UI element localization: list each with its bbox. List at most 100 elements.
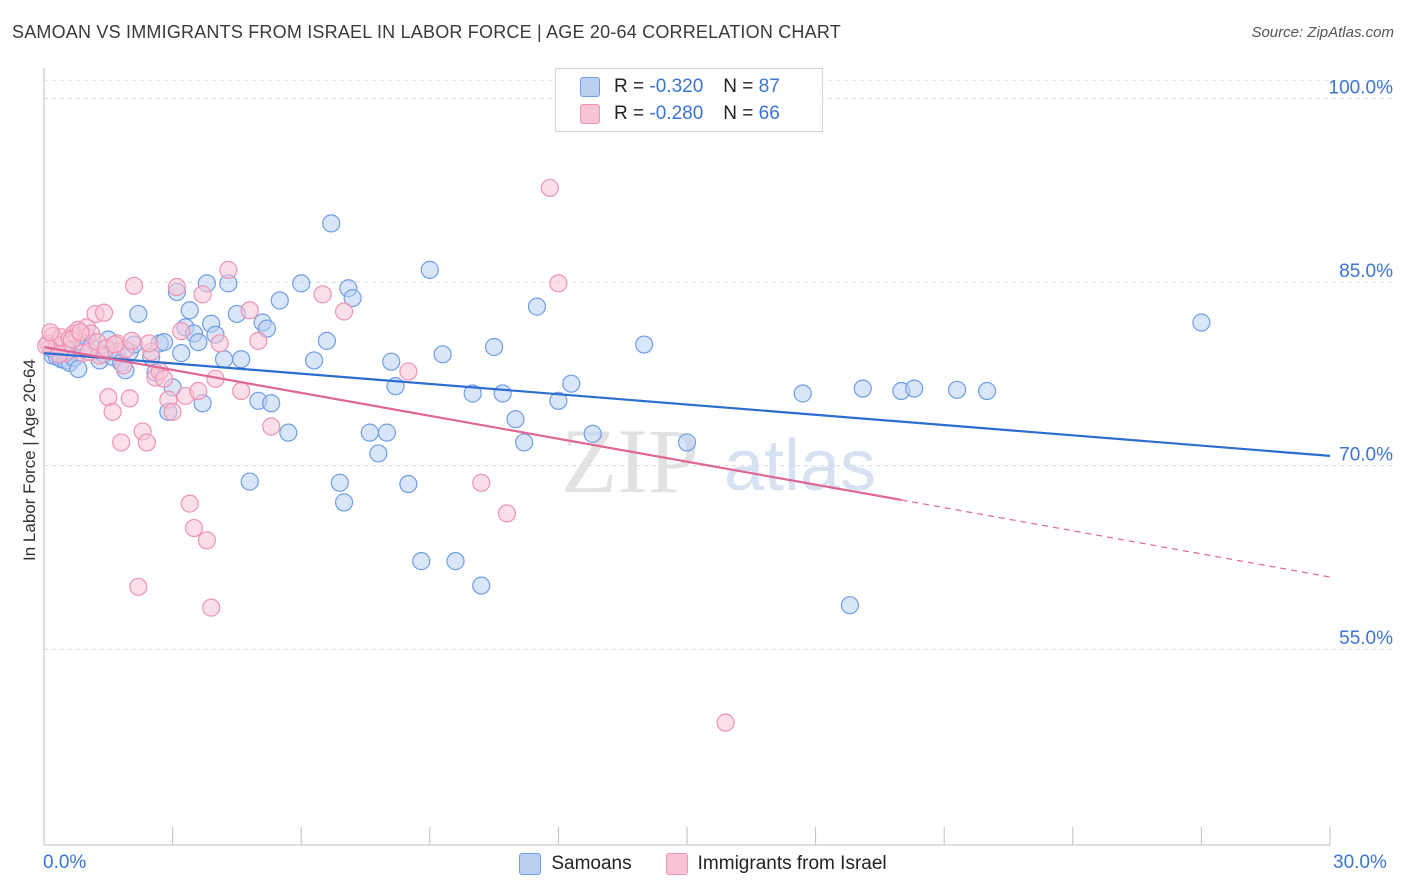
samoans-trend-line	[43, 352, 1331, 457]
samoans-legend-swatch	[519, 853, 542, 875]
israel-swatch	[580, 104, 600, 124]
israel-point	[249, 331, 268, 350]
samoans-point	[527, 297, 547, 316]
samoans-point	[977, 381, 997, 401]
series-legend: Samoans Immigrants from Israel	[0, 852, 1406, 876]
israel-point	[202, 598, 221, 617]
x-tick-label-left: 0.0%	[43, 852, 87, 873]
samoans-point	[262, 394, 281, 413]
y-tick-label: 55.0%	[1339, 628, 1393, 649]
israel-point	[163, 402, 182, 421]
israel-point	[313, 285, 332, 304]
samoans-point	[840, 596, 859, 615]
israel-trend-line	[43, 345, 902, 502]
samoans-point	[322, 214, 341, 233]
israel-point	[172, 321, 191, 341]
y-tick-label: 70.0%	[1339, 445, 1393, 466]
israel-point	[167, 277, 186, 297]
samoans-point	[69, 359, 88, 379]
r-value: -0.320	[649, 76, 704, 97]
chart-source: Source: ZipAtlas.com	[1251, 24, 1394, 41]
stats-legend-row-israel: R = -0.280 N = 66	[580, 102, 780, 126]
israel-point	[219, 260, 238, 279]
samoans-point	[343, 288, 362, 308]
israel-point	[540, 178, 559, 198]
samoans-point	[232, 350, 251, 369]
y-tick-label: 85.0%	[1339, 261, 1393, 282]
israel-point	[210, 334, 229, 353]
r-label: R =	[614, 103, 645, 124]
n-label: N =	[723, 103, 754, 124]
samoans-point	[562, 374, 581, 393]
israel-point	[41, 323, 60, 342]
samoans-point	[433, 345, 452, 364]
israel-legend-swatch	[665, 853, 688, 875]
n-value: 87	[758, 76, 780, 97]
samoans-point	[180, 301, 199, 320]
samoans-point	[292, 274, 311, 293]
legend-label-samoans: Samoans	[551, 853, 632, 874]
samoans-point	[472, 576, 491, 595]
israel-point	[334, 302, 354, 321]
israel-point	[124, 276, 144, 295]
samoans-point	[905, 379, 924, 398]
israel-point	[262, 417, 281, 436]
samoans-point	[214, 350, 234, 369]
israel-point	[105, 335, 124, 354]
israel-trend-extension	[901, 499, 1331, 578]
samoans-point	[515, 433, 534, 452]
n-label: N =	[723, 76, 754, 97]
samoans-point	[189, 332, 208, 352]
samoans-point	[304, 351, 324, 370]
israel-point	[112, 433, 131, 452]
samoans-point	[506, 410, 525, 429]
israel-point	[232, 381, 251, 401]
legend-item-israel: Immigrants from Israel	[665, 852, 887, 876]
samoans-point	[399, 474, 418, 494]
israel-point	[197, 531, 216, 550]
y-tick-label: 100.0%	[1329, 78, 1394, 99]
samoans-point	[279, 423, 298, 442]
samoans-point	[129, 304, 148, 324]
israel-point	[399, 362, 418, 381]
samoans-point	[377, 423, 397, 442]
israel-point	[497, 504, 517, 523]
israel-point	[139, 334, 159, 353]
samoans-swatch	[580, 77, 600, 97]
israel-point	[122, 331, 141, 350]
samoans-point	[420, 260, 439, 279]
samoans-point	[330, 473, 349, 492]
samoans-point	[382, 352, 401, 371]
samoans-point	[853, 379, 872, 398]
israel-point	[716, 713, 735, 732]
x-tick-label-right: 30.0%	[1333, 852, 1387, 873]
israel-point	[184, 518, 204, 538]
chart-title: SAMOAN VS IMMIGRANTS FROM ISRAEL IN LABO…	[12, 22, 841, 42]
samoans-point	[583, 424, 602, 443]
samoans-point	[549, 391, 568, 410]
stats-legend: R = -0.320 N = 87 R = -0.280 N = 66	[555, 68, 823, 132]
samoans-point	[412, 552, 431, 571]
samoans-point	[947, 380, 967, 399]
samoans-point	[493, 384, 512, 403]
samoans-point	[635, 335, 654, 354]
samoans-point	[369, 444, 388, 463]
israel-point	[103, 402, 122, 421]
israel-point	[472, 473, 491, 492]
samoans-point	[240, 472, 259, 491]
samoans-point	[270, 291, 289, 310]
samoans-point	[334, 493, 354, 512]
israel-point	[154, 369, 174, 388]
watermark-atlas: atlas	[724, 426, 876, 506]
n-value: 66	[758, 103, 780, 124]
watermark-zip: ZIP	[561, 410, 699, 512]
samoans-point	[1192, 313, 1211, 332]
samoans-point	[446, 552, 465, 571]
stats-legend-row-samoans: R = -0.320 N = 87	[580, 75, 780, 99]
r-value: -0.280	[649, 103, 704, 124]
israel-point	[240, 301, 259, 320]
israel-point	[189, 381, 208, 401]
samoans-point	[485, 337, 504, 357]
legend-label-israel: Immigrants from Israel	[697, 853, 887, 874]
